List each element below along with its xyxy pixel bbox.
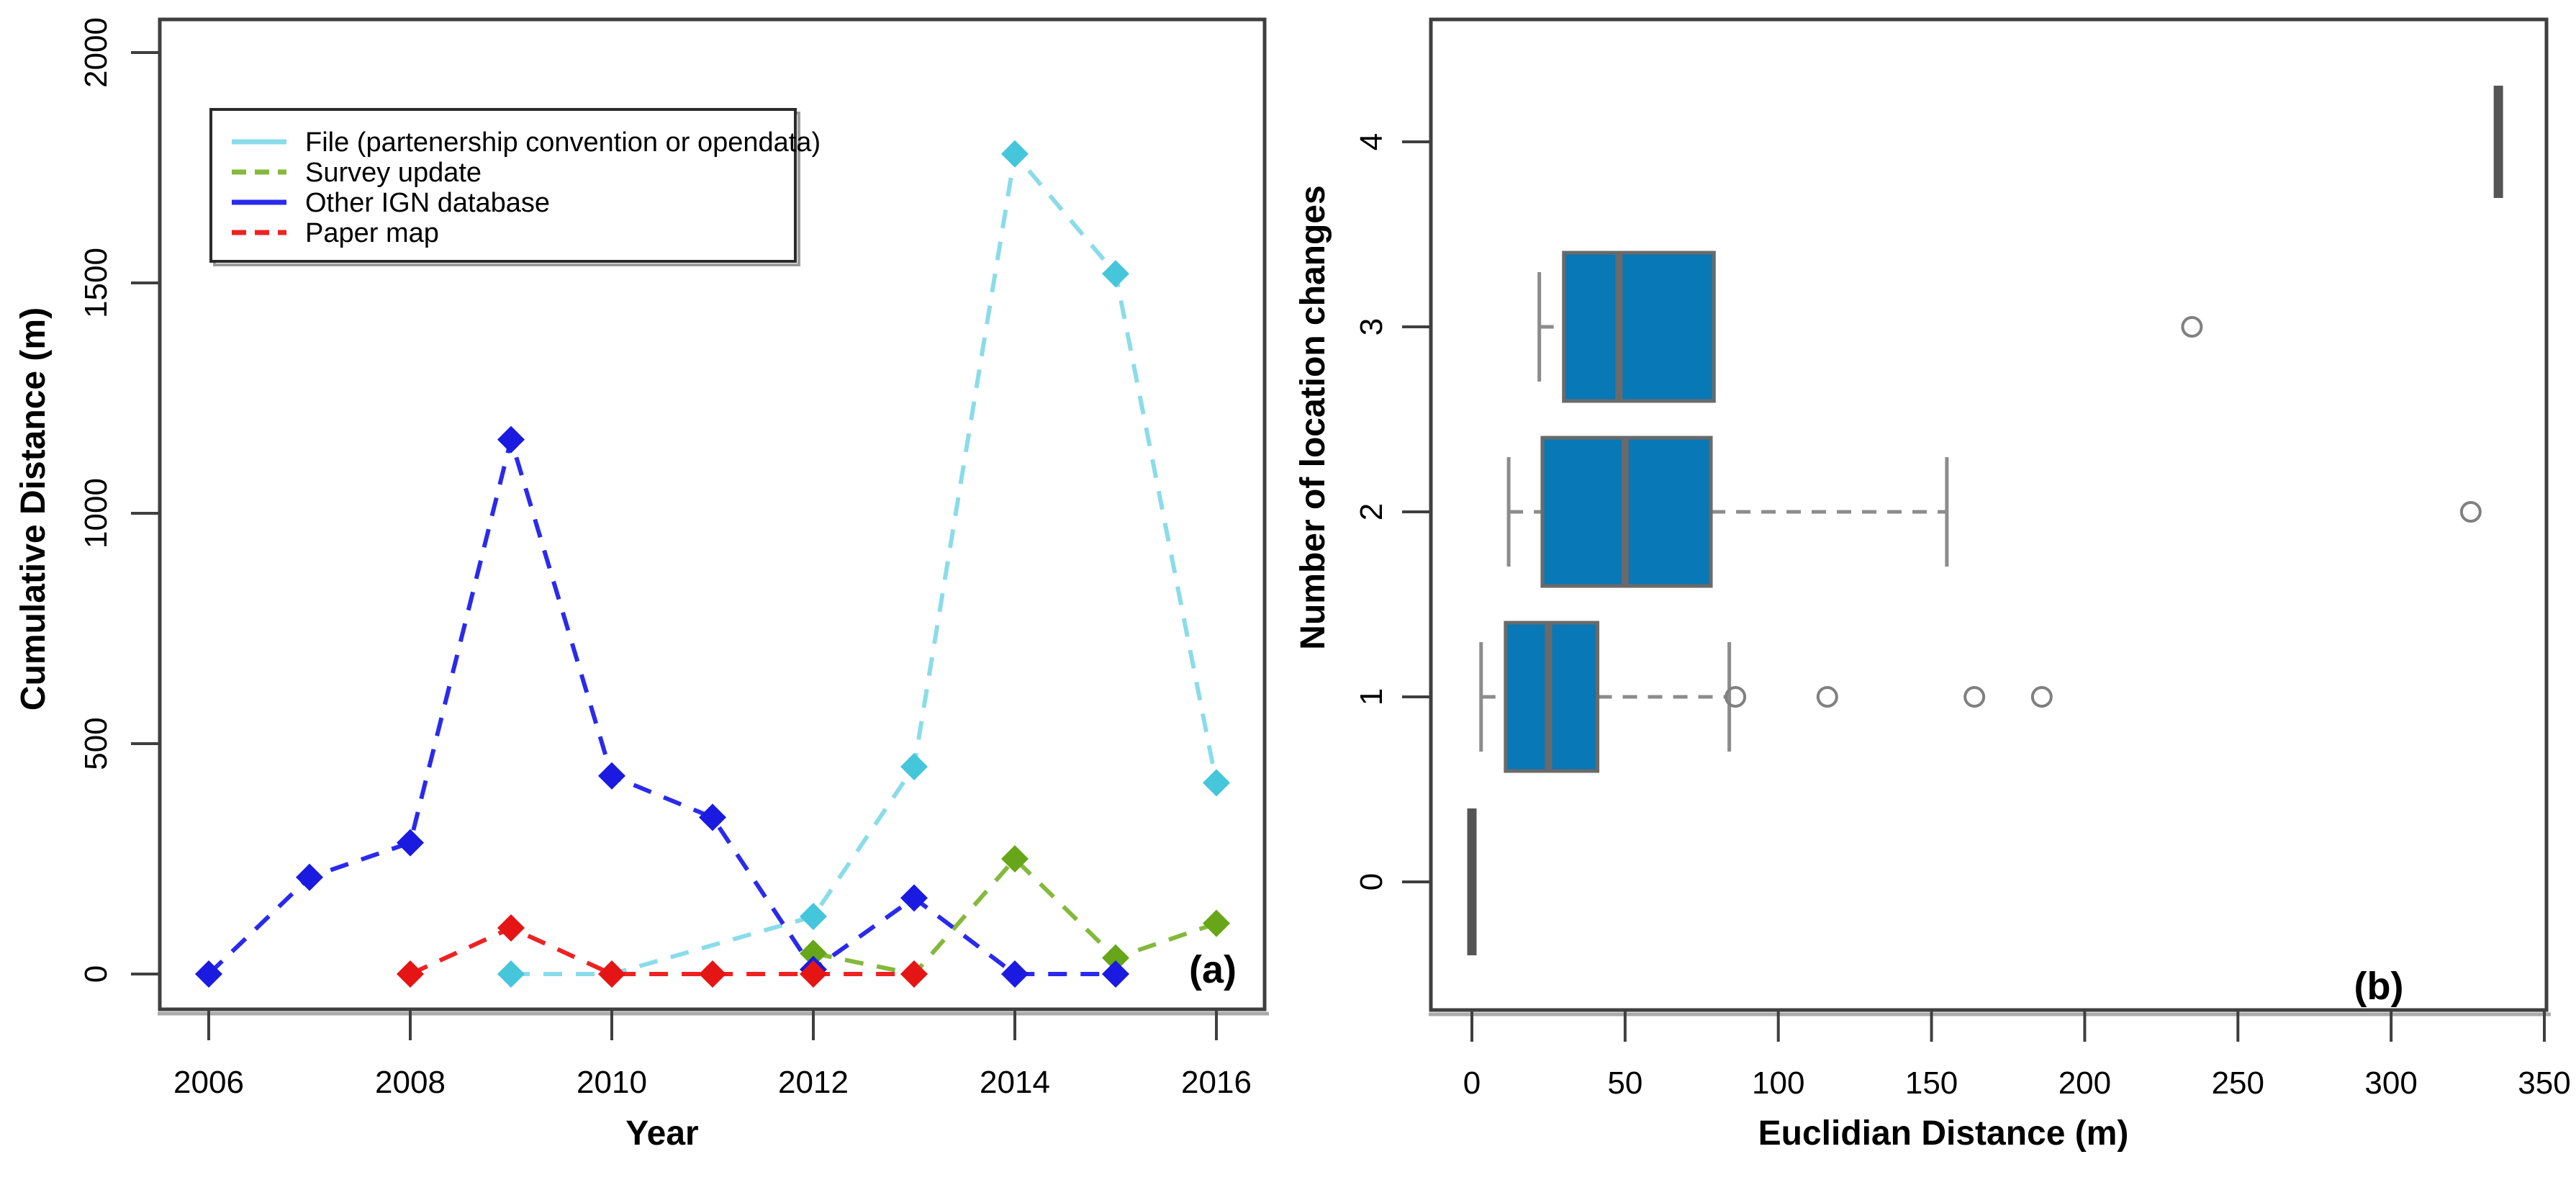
panel-a-x-tick-label: 2006 bbox=[173, 1065, 244, 1100]
series-marker-diamond bbox=[1102, 944, 1129, 972]
panel-a-x-tick-label: 2012 bbox=[778, 1065, 849, 1100]
legend-frame bbox=[209, 108, 797, 263]
panel-a-x-tick-label: 2010 bbox=[577, 1065, 647, 1100]
series-marker-diamond bbox=[497, 960, 525, 988]
series-marker-diamond bbox=[1203, 909, 1230, 937]
panel-b-x-tick-label: 200 bbox=[2058, 1065, 2111, 1101]
boxplot-row-3 bbox=[1537, 251, 2203, 403]
panel-b-x-tick-label: 250 bbox=[2212, 1065, 2264, 1101]
series-marker-diamond bbox=[699, 803, 726, 831]
series-marker-diamond bbox=[800, 903, 827, 930]
panel-b-x-tick-label: 50 bbox=[1607, 1065, 1642, 1101]
series-survey-update bbox=[800, 845, 1230, 988]
series-line bbox=[813, 855, 1217, 977]
legend-box: File (partenership convention or opendat… bbox=[209, 108, 821, 266]
series-marker-diamond bbox=[699, 960, 726, 988]
outlier-circle bbox=[1963, 686, 1986, 708]
series-marker-diamond bbox=[1102, 960, 1129, 988]
panel-b-y-tick-label: 2 bbox=[1354, 503, 1389, 520]
panel-a-x-axis-title: Year bbox=[625, 1114, 698, 1153]
series-marker-diamond bbox=[1001, 140, 1029, 168]
series-line bbox=[409, 925, 914, 976]
series-marker-diamond bbox=[800, 939, 827, 968]
outlier-circle bbox=[2030, 686, 2053, 708]
panel-b-y-axis-title: Number of location changes bbox=[1294, 185, 1332, 649]
series-marker-diamond bbox=[397, 960, 424, 988]
series-marker-diamond bbox=[1001, 845, 1029, 873]
panel-b-x-tick-label: 300 bbox=[2364, 1065, 2417, 1101]
panel-a-line-chart: 0 500 1000 1500 2000 2006 2008 2010 2012 2014 2016… bbox=[14, 17, 1269, 1153]
panel-a-y-axis-title: Cumulative Distance (m) bbox=[14, 307, 53, 711]
panel-a-x-tick-label: 2016 bbox=[1181, 1065, 1252, 1100]
panel-a-y-tick-label: 0 bbox=[78, 965, 114, 983]
outlier-circle bbox=[2181, 316, 2203, 338]
panel-b-x-axis-title: Euclidian Distance (m) bbox=[1758, 1114, 2129, 1153]
series-marker-diamond bbox=[800, 960, 827, 988]
series-marker-diamond bbox=[900, 753, 928, 780]
series-marker-diamond bbox=[497, 914, 525, 942]
series-paper-map bbox=[397, 914, 928, 988]
series-file bbox=[497, 140, 1230, 988]
series-other-ign-database bbox=[195, 425, 1129, 988]
legend-entry-label: Other IGN database bbox=[305, 188, 550, 218]
panel-b-y-tick-label: 4 bbox=[1354, 133, 1389, 150]
panel-a-x-tick-label: 2008 bbox=[375, 1065, 446, 1100]
series-marker-diamond bbox=[598, 960, 625, 988]
series-marker-diamond bbox=[296, 863, 323, 891]
panel-a-label: (a) bbox=[1189, 948, 1237, 991]
panel-a-y-tick-label: 2000 bbox=[78, 17, 114, 88]
series-marker-diamond bbox=[1203, 769, 1230, 797]
panel-b-label: (b) bbox=[2354, 965, 2404, 1008]
panel-b-x-tick-label: 100 bbox=[1752, 1065, 1804, 1101]
panel-a-y-tick-label: 1500 bbox=[78, 248, 114, 318]
panel-b-y-tick-label: 1 bbox=[1354, 688, 1389, 706]
series-line bbox=[207, 431, 1116, 976]
outlier-circle bbox=[2459, 501, 2482, 523]
panel-b-x-tick-label: 0 bbox=[1463, 1065, 1481, 1101]
boxplot-row-1 bbox=[1479, 621, 2053, 773]
panel-b-x-tick-label: 150 bbox=[1905, 1065, 1958, 1101]
series-marker-diamond bbox=[1001, 960, 1029, 988]
legend-entry-label: File (partenership convention or opendat… bbox=[305, 127, 821, 158]
series-marker-diamond bbox=[1102, 260, 1129, 288]
series-marker-diamond bbox=[397, 829, 424, 857]
panel-a-y-tick-label: 500 bbox=[78, 717, 114, 770]
panel-b-x-tick-label: 350 bbox=[2518, 1065, 2570, 1101]
legend-entry-label: Survey update bbox=[305, 158, 482, 188]
panel-a-y-tick-label: 1000 bbox=[78, 478, 114, 549]
outlier-circle bbox=[1816, 686, 1838, 708]
box-iqr bbox=[1562, 251, 1716, 403]
boxplot-row-2 bbox=[1506, 436, 2482, 588]
panel-b-boxplot-chart: 0 50 100 150 200 250 300 350 0 1 2 3 4 Euclidian Dist… bbox=[1294, 17, 2571, 1153]
panel-b-y-tick-label: 0 bbox=[1354, 873, 1389, 891]
panel-a-x-tick-label: 2014 bbox=[980, 1065, 1050, 1100]
series-marker-diamond bbox=[900, 884, 928, 912]
legend-entry-label: Paper map bbox=[305, 218, 439, 248]
series-marker-diamond bbox=[598, 762, 625, 790]
series-marker-diamond bbox=[497, 425, 525, 454]
series-marker-diamond bbox=[195, 960, 222, 988]
panel-b-frame bbox=[1429, 17, 2549, 1012]
outlier-circle bbox=[1725, 686, 1747, 708]
panel-b-y-tick-label: 3 bbox=[1354, 318, 1389, 335]
series-marker-diamond bbox=[900, 960, 928, 988]
